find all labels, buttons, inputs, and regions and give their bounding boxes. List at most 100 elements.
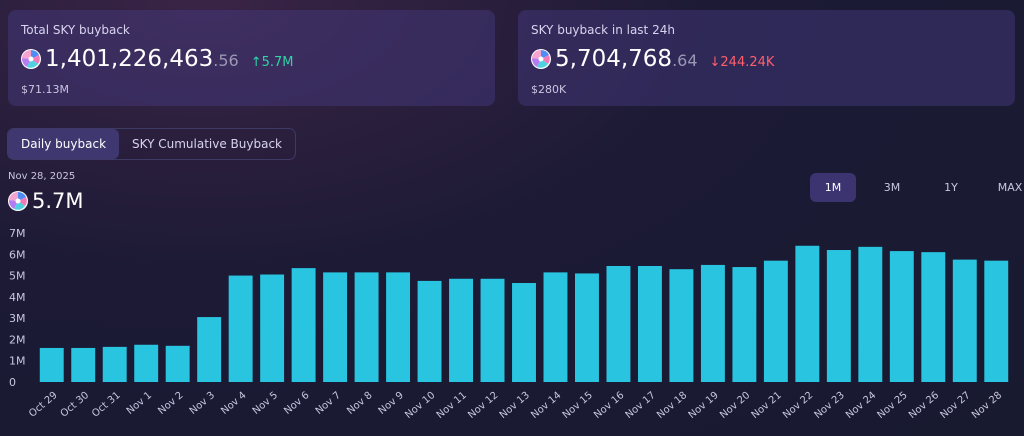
x-tick-label: Nov 10 (403, 390, 437, 421)
bar (921, 252, 946, 382)
bar (952, 259, 977, 382)
x-tick-label: Nov 11 (435, 390, 469, 421)
bar (323, 272, 348, 382)
range-button[interactable]: MAX (997, 181, 1023, 194)
x-tick-label: Nov 20 (718, 390, 752, 421)
bar (102, 346, 127, 382)
selected-value: 5.7M (32, 189, 84, 213)
x-tick-label: Nov 9 (377, 390, 406, 417)
y-tick-label: 1M (9, 355, 26, 368)
x-tick-label: Nov 12 (466, 390, 500, 421)
token-icon (21, 49, 41, 69)
x-tick-label: Oct 29 (27, 390, 60, 420)
bar (669, 269, 694, 382)
bar (889, 251, 914, 382)
bar (543, 272, 568, 382)
bar (606, 265, 631, 382)
decimals: .64 (672, 51, 698, 70)
bar (512, 283, 536, 382)
x-tick-label: Nov 28 (970, 390, 1004, 421)
x-tick-label: Nov 17 (624, 390, 658, 421)
bar (386, 272, 411, 382)
usd-value: $280K (531, 83, 567, 96)
bar (858, 246, 883, 382)
tabs: Daily buyback SKY Cumulative Buyback (7, 128, 296, 160)
x-tick-label: Nov 22 (781, 390, 815, 421)
x-tick-label: Nov 24 (844, 390, 878, 421)
bar (134, 344, 159, 382)
x-tick-label: Oct 30 (59, 390, 92, 420)
x-tick-label: Nov 19 (687, 390, 721, 421)
total-card: Total SKY buyback 1,401,226,463 .56 ↑5.7… (8, 10, 495, 106)
y-tick-label: 0 (9, 376, 16, 389)
change: ↓244.24K (709, 55, 775, 70)
range-button[interactable]: 3M (883, 181, 901, 194)
x-tick-label: Nov 13 (498, 390, 532, 421)
x-tick-label: Nov 3 (188, 390, 217, 417)
bar (449, 278, 473, 382)
x-tick-label: Nov 25 (876, 390, 910, 421)
bar (39, 347, 64, 382)
selected-row: 5.7M (8, 189, 84, 213)
y-tick-label: 6M (9, 248, 26, 261)
x-tick-label: Nov 8 (345, 390, 374, 417)
bar (575, 273, 599, 382)
x-tick-label: Nov 26 (907, 390, 941, 421)
selected-date: Nov 28, 2025 (8, 171, 76, 182)
bar (354, 272, 379, 382)
bar (197, 317, 222, 382)
y-tick-label: 4M (9, 291, 26, 304)
x-tick-label: Nov 15 (561, 390, 595, 421)
x-tick-label: Nov 18 (655, 390, 689, 421)
y-tick-label: 3M (9, 312, 26, 325)
y-tick-label: 2M (9, 333, 26, 346)
bar (228, 275, 253, 382)
bar (732, 267, 757, 382)
x-tick-label: Nov 4 (219, 390, 248, 417)
x-tick-label: Nov 7 (314, 390, 343, 417)
range-button[interactable]: 1Y (944, 181, 958, 194)
bar (480, 278, 505, 382)
x-tick-label: Nov 23 (813, 390, 847, 421)
usd-value: $71.13M (21, 83, 69, 96)
x-tick-label: Nov 1 (125, 390, 154, 417)
card-title: SKY buyback in last 24h (531, 23, 675, 37)
token-icon (8, 191, 28, 211)
card-title: Total SKY buyback (21, 23, 130, 37)
bar (291, 268, 316, 382)
x-tick-label: Oct 31 (90, 390, 123, 420)
daily-card: SKY buyback in last 24h 5,704,768 .64 ↓2… (518, 10, 1015, 106)
x-tick-label: Nov 6 (282, 390, 311, 417)
decimals: .56 (213, 51, 239, 70)
bar (637, 265, 662, 382)
y-tick-label: 7M (9, 227, 26, 240)
x-tick-label: Nov 16 (592, 390, 626, 421)
tab[interactable]: SKY Cumulative Buyback (132, 137, 282, 151)
range-buttons: 1M 3M 1Y MAX (810, 173, 1024, 202)
bar (71, 347, 96, 382)
change: ↑5.7M (250, 55, 294, 70)
x-tick-label: Nov 27 (938, 390, 972, 421)
tab[interactable]: Daily buyback (8, 129, 120, 159)
bar (795, 245, 820, 382)
bar (984, 260, 1009, 382)
x-tick-label: Nov 2 (156, 390, 185, 417)
bar (260, 274, 285, 382)
amount-row: 1,401,226,463 .56 ↑5.7M (21, 46, 294, 72)
amount: 1,401,226,463 (45, 46, 214, 72)
bar (826, 250, 851, 382)
y-tick-label: 5M (9, 270, 26, 283)
bar (700, 264, 725, 382)
bar (165, 345, 190, 382)
x-tick-label: Nov 5 (251, 390, 280, 417)
x-tick-label: Nov 21 (750, 390, 784, 421)
x-tick-label: Nov 14 (529, 390, 563, 421)
bar (417, 280, 442, 382)
range-button[interactable]: 1M (810, 173, 856, 202)
amount-row: 5,704,768 .64 ↓244.24K (531, 46, 774, 72)
bar (763, 260, 788, 382)
token-icon (531, 49, 551, 69)
amount: 5,704,768 (555, 46, 673, 72)
